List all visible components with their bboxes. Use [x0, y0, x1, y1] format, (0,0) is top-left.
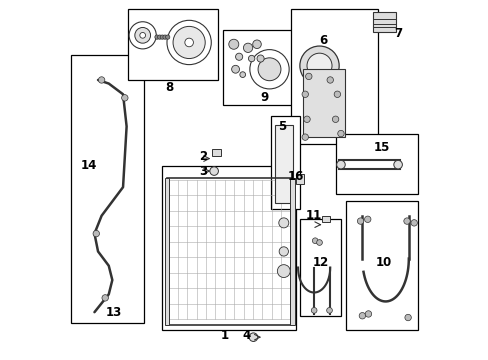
- Bar: [372, 12, 395, 32]
- Text: 8: 8: [165, 81, 173, 94]
- Circle shape: [93, 230, 99, 237]
- Bar: [71, 55, 144, 323]
- Circle shape: [365, 311, 371, 317]
- Circle shape: [248, 333, 257, 342]
- Bar: [322, 216, 329, 222]
- Circle shape: [155, 35, 159, 39]
- Text: 16: 16: [287, 170, 304, 183]
- Circle shape: [228, 39, 238, 49]
- Circle shape: [326, 307, 332, 313]
- Circle shape: [249, 50, 288, 89]
- Circle shape: [332, 116, 338, 122]
- Bar: [299, 219, 340, 316]
- Bar: [128, 9, 217, 80]
- Circle shape: [257, 55, 264, 62]
- Circle shape: [184, 38, 193, 47]
- Circle shape: [209, 167, 218, 175]
- Text: 4: 4: [242, 329, 250, 342]
- Circle shape: [302, 91, 308, 98]
- Circle shape: [403, 218, 409, 224]
- Circle shape: [129, 22, 156, 49]
- Text: 9: 9: [260, 91, 268, 104]
- Circle shape: [336, 160, 345, 169]
- Circle shape: [248, 55, 254, 62]
- Circle shape: [122, 95, 128, 101]
- Bar: [211, 149, 220, 156]
- Text: 15: 15: [373, 141, 389, 154]
- Circle shape: [316, 240, 322, 246]
- Text: 11: 11: [305, 209, 322, 222]
- Circle shape: [306, 53, 331, 78]
- Bar: [296, 174, 304, 184]
- Text: 7: 7: [393, 27, 401, 40]
- Text: 6: 6: [318, 34, 326, 47]
- Bar: [303, 69, 344, 137]
- Circle shape: [166, 20, 211, 64]
- Circle shape: [165, 35, 169, 39]
- Circle shape: [157, 35, 162, 39]
- Circle shape: [302, 134, 308, 140]
- Circle shape: [98, 77, 104, 83]
- Bar: [165, 178, 169, 325]
- Circle shape: [102, 295, 108, 301]
- Circle shape: [299, 46, 339, 85]
- Text: 1: 1: [221, 329, 228, 342]
- Circle shape: [235, 53, 242, 60]
- Bar: [166, 178, 290, 325]
- Circle shape: [305, 73, 311, 80]
- Circle shape: [258, 58, 281, 81]
- Circle shape: [333, 91, 340, 98]
- Circle shape: [337, 130, 344, 137]
- Circle shape: [326, 77, 333, 83]
- Bar: [223, 30, 296, 105]
- Text: 14: 14: [81, 159, 97, 172]
- Circle shape: [410, 220, 417, 226]
- Text: 5: 5: [277, 120, 285, 133]
- Text: 3: 3: [199, 165, 207, 177]
- Text: 10: 10: [375, 256, 391, 269]
- Circle shape: [278, 218, 288, 228]
- Text: 2: 2: [199, 150, 207, 163]
- Circle shape: [163, 35, 167, 39]
- Text: 13: 13: [106, 306, 122, 319]
- Bar: [271, 116, 299, 208]
- Bar: [335, 134, 417, 194]
- Bar: [290, 178, 294, 325]
- Circle shape: [357, 218, 363, 224]
- Circle shape: [277, 265, 290, 278]
- Circle shape: [140, 32, 145, 38]
- Circle shape: [243, 43, 252, 53]
- Circle shape: [135, 27, 150, 43]
- Circle shape: [303, 116, 309, 122]
- Circle shape: [311, 307, 316, 313]
- Circle shape: [364, 216, 370, 222]
- Bar: [346, 202, 417, 330]
- Circle shape: [358, 312, 365, 319]
- Bar: [162, 166, 296, 330]
- Circle shape: [240, 72, 245, 77]
- Circle shape: [312, 238, 317, 244]
- Bar: [274, 125, 292, 203]
- Circle shape: [279, 247, 288, 256]
- Circle shape: [393, 160, 402, 169]
- Circle shape: [173, 26, 205, 59]
- Circle shape: [160, 35, 164, 39]
- Circle shape: [404, 314, 410, 321]
- Text: 12: 12: [312, 256, 329, 269]
- Bar: [290, 9, 378, 144]
- Circle shape: [231, 65, 239, 73]
- Circle shape: [252, 40, 261, 49]
